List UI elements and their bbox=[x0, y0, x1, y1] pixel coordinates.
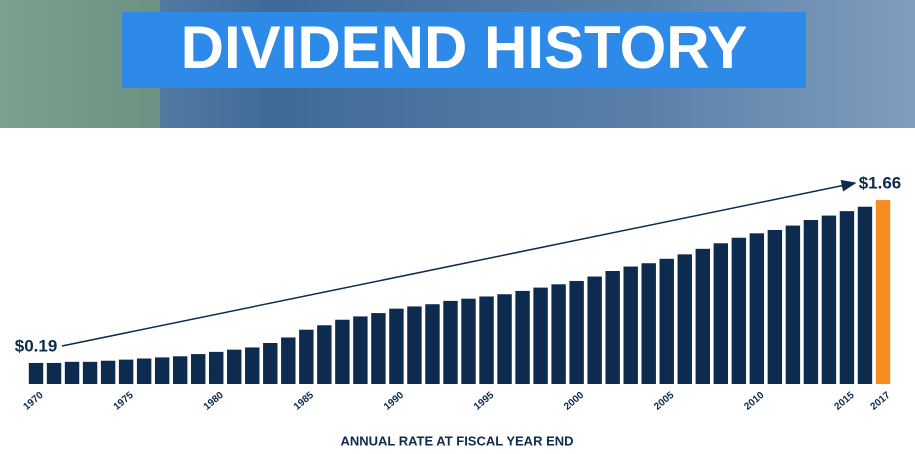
bar bbox=[731, 237, 747, 384]
x-tick-label: 2000 bbox=[562, 390, 586, 413]
bar bbox=[641, 263, 656, 384]
x-tick-label: 1990 bbox=[382, 390, 406, 413]
bar bbox=[154, 357, 170, 384]
bar bbox=[659, 258, 674, 384]
bar bbox=[713, 243, 729, 384]
x-tick-label: 1970 bbox=[22, 390, 46, 413]
x-tick-label: 1975 bbox=[112, 390, 136, 413]
bar bbox=[82, 361, 98, 384]
bar bbox=[821, 215, 837, 384]
bar bbox=[335, 319, 350, 384]
bar bbox=[857, 206, 873, 384]
bar bbox=[425, 304, 440, 384]
value-label: $0.19 bbox=[15, 336, 58, 355]
bar bbox=[371, 313, 386, 384]
bar bbox=[677, 254, 692, 384]
bar bbox=[605, 270, 620, 384]
bar bbox=[263, 343, 278, 384]
x-tick-label: 2010 bbox=[742, 390, 766, 413]
x-tick-label: 1995 bbox=[472, 390, 496, 413]
bar bbox=[695, 248, 710, 384]
bar bbox=[587, 276, 602, 384]
bar bbox=[28, 362, 44, 384]
bar bbox=[209, 351, 224, 384]
chart-title: DIVIDEND HISTORY bbox=[181, 14, 748, 81]
bar bbox=[46, 362, 62, 384]
bar bbox=[64, 361, 80, 384]
bar bbox=[100, 360, 116, 384]
trend-arrow bbox=[61, 179, 857, 347]
bar bbox=[785, 225, 801, 384]
bar bbox=[875, 200, 891, 384]
x-tick-label: 1980 bbox=[202, 390, 226, 413]
bar bbox=[190, 354, 206, 384]
title-box bbox=[122, 12, 806, 88]
bar bbox=[118, 359, 134, 384]
bar bbox=[407, 306, 422, 384]
bar bbox=[749, 233, 765, 384]
bar bbox=[443, 300, 458, 384]
bar bbox=[839, 211, 855, 384]
bar bbox=[551, 284, 566, 384]
value-label: $1.66 bbox=[859, 174, 902, 193]
bar bbox=[803, 220, 819, 384]
x-tick-label: 2005 bbox=[652, 390, 676, 413]
bar bbox=[281, 337, 296, 384]
bar bbox=[569, 280, 584, 384]
bar bbox=[515, 290, 530, 384]
x-tick-label: 1985 bbox=[292, 390, 316, 413]
bar bbox=[227, 349, 242, 384]
bar bbox=[353, 316, 368, 384]
bar bbox=[497, 294, 512, 384]
x-tick-label: 2015 bbox=[832, 390, 856, 413]
bar bbox=[317, 325, 332, 384]
bar bbox=[461, 298, 476, 384]
bar bbox=[299, 329, 314, 384]
bar bbox=[479, 296, 494, 384]
bar bbox=[623, 266, 638, 384]
bar bbox=[767, 229, 783, 384]
bar bbox=[245, 347, 260, 384]
bar bbox=[389, 308, 404, 384]
x-tick-label: 2017 bbox=[869, 390, 893, 413]
bar bbox=[136, 358, 152, 384]
bar bbox=[533, 287, 548, 384]
x-axis-label: ANNUAL RATE AT FISCAL YEAR END bbox=[340, 433, 573, 448]
bar bbox=[172, 356, 188, 384]
